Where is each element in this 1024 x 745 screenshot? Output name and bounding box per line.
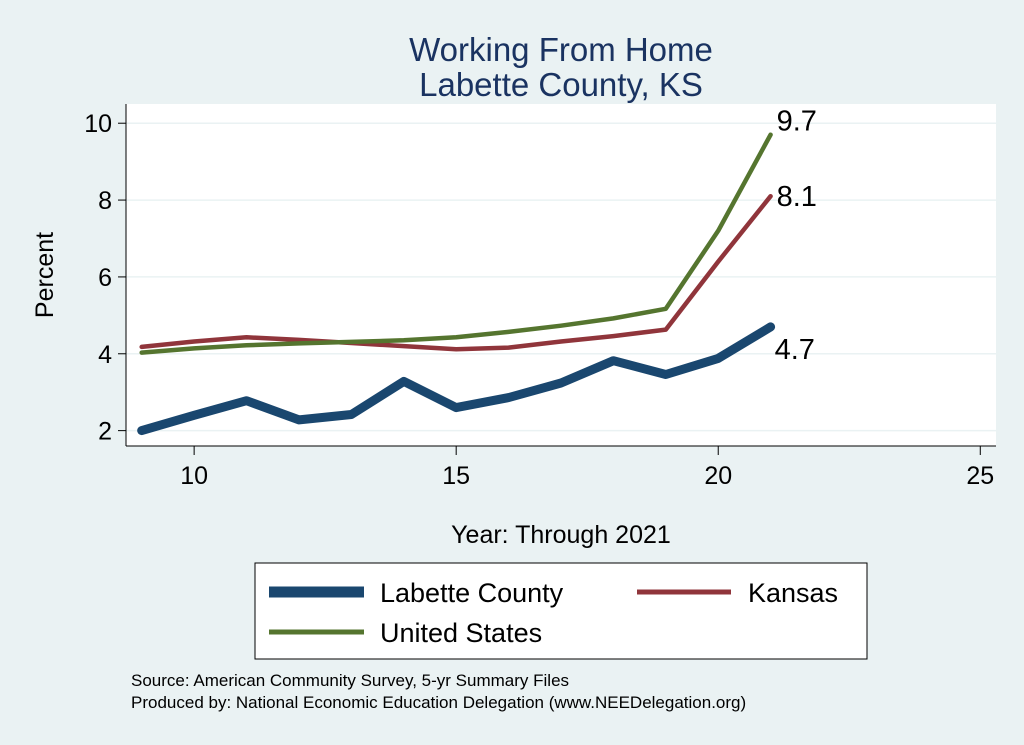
y-tick-label-2: 2 (98, 418, 112, 446)
chart-subtitle: Labette County, KS (419, 66, 703, 103)
legend-box (254, 562, 868, 660)
legend-label-labette-county: Labette County (380, 578, 564, 608)
series-lines (137, 132, 776, 436)
footer-produced-by: Produced by: National Economic Education… (131, 693, 746, 712)
y-tick-label-4: 4 (98, 341, 112, 369)
chart-title: Working From Home (409, 31, 713, 68)
legend: Labette County Kansas United States (254, 562, 868, 660)
series-line-labette-county (137, 322, 776, 436)
y-tick-label-6: 6 (98, 264, 112, 292)
x-tick-label-15: 15 (442, 462, 470, 490)
series-line-united-states (139, 132, 773, 355)
end-labels: 4.7 8.1 9.7 (775, 106, 817, 366)
x-tick-label-20: 20 (704, 462, 732, 490)
end-label-united-states: 9.7 (777, 106, 817, 138)
series-line-kansas (139, 193, 773, 352)
end-label-labette-county: 4.7 (775, 334, 815, 366)
x-axis: 10 15 20 25 (126, 445, 996, 490)
x-axis-title: Year: Through 2021 (451, 521, 671, 549)
legend-label-united-states: United States (380, 618, 542, 648)
legend-label-kansas: Kansas (748, 578, 838, 608)
plot-area (126, 104, 996, 446)
grid-lines (126, 122, 996, 432)
end-label-kansas: 8.1 (777, 181, 817, 213)
x-tick-label-10: 10 (180, 462, 208, 490)
y-axis-title: Percent (31, 232, 59, 318)
x-tick-label-25: 25 (966, 462, 994, 490)
y-tick-label-10: 10 (84, 110, 112, 138)
footer-source: Source: American Community Survey, 5-yr … (131, 671, 569, 690)
y-tick-label-8: 8 (98, 187, 112, 215)
y-axis: 2 4 6 8 10 (84, 104, 127, 446)
